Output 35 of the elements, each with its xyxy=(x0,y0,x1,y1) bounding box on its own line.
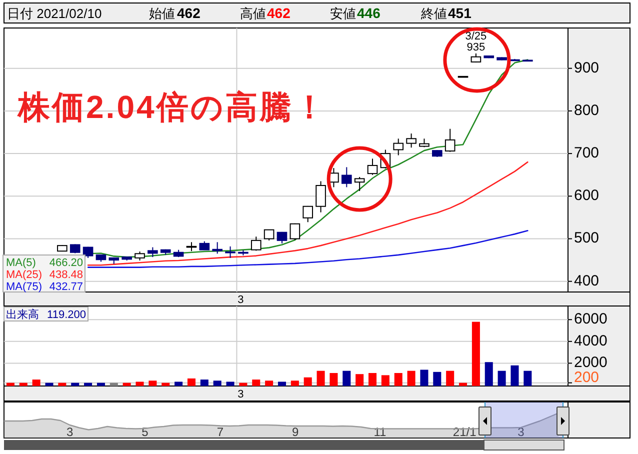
y-tick-label: 500 xyxy=(574,230,600,247)
x-tick-label: 3 xyxy=(518,425,525,439)
annotation: 3/25 935 xyxy=(465,30,487,54)
line-series xyxy=(87,230,528,268)
text: 451 xyxy=(448,5,472,21)
y-tick-label: 4000 xyxy=(574,332,608,350)
text: 株価2.04倍の高騰！ xyxy=(17,89,328,125)
text: 高値 xyxy=(240,6,266,21)
y-tick-label: 6000 xyxy=(574,310,608,328)
y-tick-label: 800 xyxy=(574,102,600,119)
x-tick-label: 9 xyxy=(292,425,300,439)
text: 446 xyxy=(357,5,381,21)
chart-title: 出来高 xyxy=(6,308,39,321)
text: 始値 xyxy=(149,6,175,21)
annotation: 438.48 xyxy=(49,269,83,281)
annotation: 119.200 xyxy=(47,309,86,321)
x-tick-label: 3 xyxy=(66,425,74,439)
x-tick-label: 7 xyxy=(216,425,224,439)
y-tick-label: 2000 xyxy=(574,354,608,372)
text: 安値 xyxy=(330,6,356,21)
text: 終値 xyxy=(420,6,447,21)
x-tick-label: 3 xyxy=(238,294,244,306)
annotation: 466.20 xyxy=(49,257,83,269)
text: 462 xyxy=(267,5,291,21)
line-series xyxy=(87,161,528,266)
text: 日付 2021/02/10 xyxy=(7,6,102,21)
y-tick-label: 400 xyxy=(574,272,600,290)
annotation: 432.77 xyxy=(49,281,83,293)
y-tick-label: 200 xyxy=(574,368,600,386)
legend: MA(5) 466.20 MA(25) 438.48 MA(75) 432.77 xyxy=(2,254,86,293)
y-tick-label: 600 xyxy=(574,187,600,204)
y-tick-label: 700 xyxy=(574,144,600,162)
x-tick-label: 3 xyxy=(238,388,244,400)
y-tick-label: 900 xyxy=(574,59,600,76)
text: 462 xyxy=(177,5,201,21)
